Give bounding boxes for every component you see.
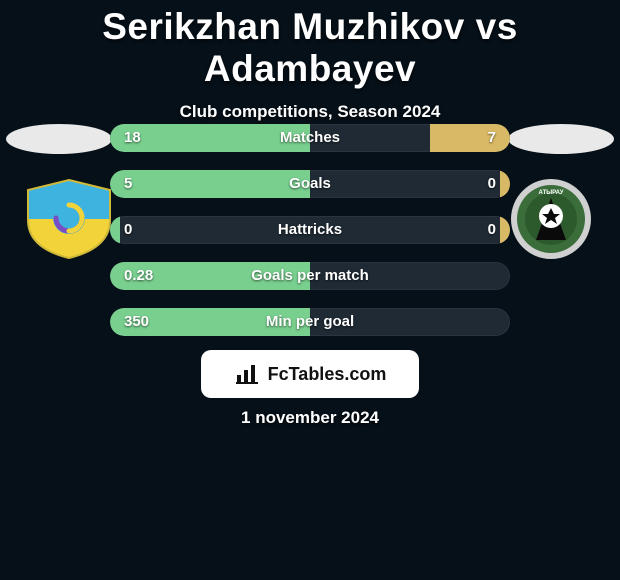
stat-row-matches: 18 Matches 7 [110,124,510,152]
bar-chart-icon [234,361,260,387]
svg-text:АТЫРАУ: АТЫРАУ [539,190,564,196]
stat-right-value: 0 [488,216,496,244]
shield-icon [20,178,118,260]
date-label: 1 november 2024 [0,408,620,428]
right-club-crest: АТЫРАУ [502,178,600,260]
stat-label: Goals per match [110,262,510,290]
left-player-ellipse [6,124,112,154]
stat-row-min-per-goal: 350 Min per goal [110,308,510,336]
shield-icon: АТЫРАУ [502,178,600,260]
stat-label: Goals [110,170,510,198]
brand-badge: FcTables.com [201,350,419,398]
stat-label: Matches [110,124,510,152]
page-subtitle: Club competitions, Season 2024 [0,102,620,122]
brand-text: FcTables.com [268,364,387,385]
stat-rows: 18 Matches 7 5 Goals 0 0 Hattricks 0 0.2… [110,124,510,354]
page-title: Serikzhan Muzhikov vs Adambayev [0,6,620,90]
stat-right-value: 7 [488,124,496,152]
left-club-crest [20,178,118,260]
stat-label: Hattricks [110,216,510,244]
right-player-ellipse [508,124,614,154]
comparison-infographic: Serikzhan Muzhikov vs Adambayev Club com… [0,0,620,580]
stat-row-goals: 5 Goals 0 [110,170,510,198]
stat-label: Min per goal [110,308,510,336]
stat-right-value: 0 [488,170,496,198]
stat-row-hattricks: 0 Hattricks 0 [110,216,510,244]
stat-row-goals-per-match: 0.28 Goals per match [110,262,510,290]
